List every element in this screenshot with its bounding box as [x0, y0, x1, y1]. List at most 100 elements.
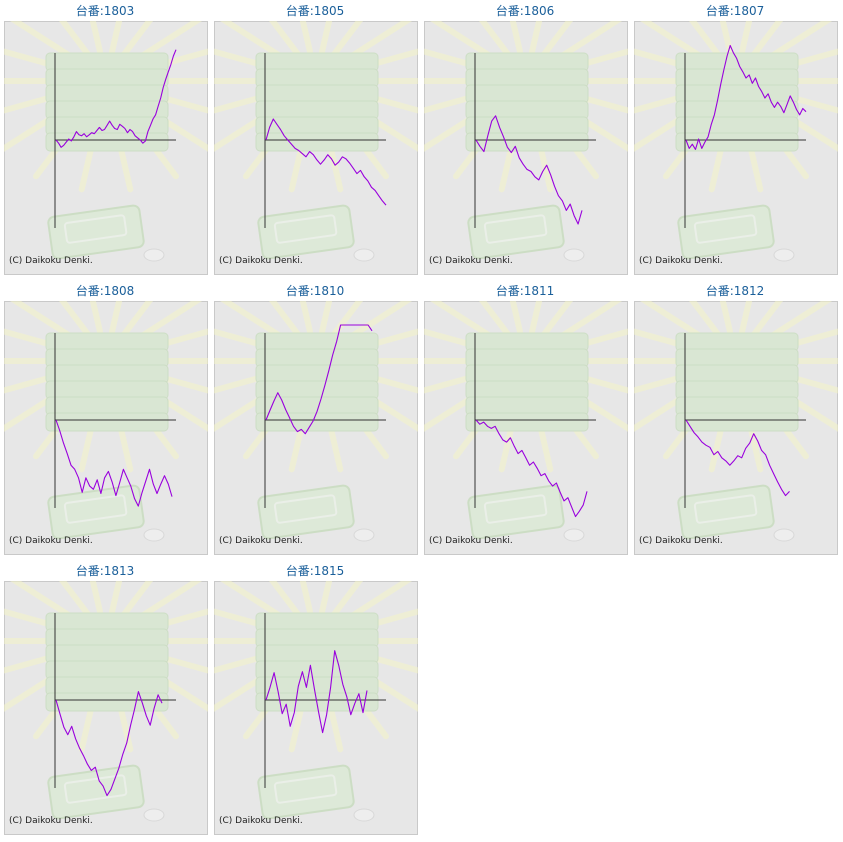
tray	[255, 68, 379, 88]
tray	[465, 396, 589, 416]
tray	[45, 644, 169, 664]
medal-tray	[257, 764, 355, 820]
light-ray	[120, 301, 154, 339]
light-ray	[688, 21, 722, 59]
copyright-text: (C) Daikoku Denki.	[9, 816, 93, 826]
tray	[255, 676, 379, 696]
machine-number-title[interactable]: 台番:1813	[75, 564, 135, 578]
tray	[465, 84, 589, 104]
tray	[255, 132, 379, 152]
tray	[255, 380, 379, 400]
machine-number-title[interactable]: 台番:1807	[705, 4, 765, 18]
light-ray	[739, 21, 753, 55]
light-ray	[89, 301, 103, 335]
background-illustration	[214, 581, 418, 822]
light-ray	[529, 21, 543, 55]
tray	[465, 380, 589, 400]
light-ray	[750, 21, 784, 59]
medal-tray-inner	[483, 214, 548, 244]
medal-tray-inner	[273, 774, 338, 804]
tray	[465, 348, 589, 368]
tray	[45, 660, 169, 680]
machine-graph-card[interactable]: 台番:1811 (C) Daikoku Denki.	[420, 280, 630, 560]
light-ray	[268, 301, 302, 339]
light-ray	[109, 21, 123, 55]
machine-graph-card[interactable]: 台番:1812 (C) Daikoku Denki.	[630, 280, 840, 560]
tray	[45, 68, 169, 88]
medal-tray	[677, 204, 775, 260]
light-ray	[330, 301, 364, 339]
light-ray	[478, 21, 512, 59]
medal-tray	[467, 484, 565, 540]
machine-graph-card[interactable]: 台番:1805 (C) Daikoku Denki.	[210, 0, 420, 280]
machine-graph-card[interactable]: 台番:1807 (C) Daikoku Denki.	[630, 0, 840, 280]
payout-line	[685, 419, 790, 497]
tray	[675, 380, 799, 400]
coin-icon	[143, 528, 165, 542]
machine-graph-card[interactable]: 台番:1813 (C) Daikoku Denki.	[0, 560, 210, 840]
payout-graph	[634, 301, 838, 542]
tray	[45, 612, 169, 632]
light-ray	[529, 301, 543, 335]
machine-graph-card[interactable]: 台番:1803 (C) Daikoku Denki.	[0, 0, 210, 280]
machine-graph-card[interactable]: 台番:1810 (C) Daikoku Denki.	[210, 280, 420, 560]
tray	[255, 628, 379, 648]
light-ray	[319, 21, 333, 55]
machine-number-title[interactable]: 台番:1805	[285, 4, 345, 18]
machine-number-title[interactable]: 台番:1810	[285, 284, 345, 298]
copyright-text: (C) Daikoku Denki.	[9, 536, 93, 546]
tray	[45, 100, 169, 120]
light-ray	[319, 581, 333, 615]
medal-tray	[257, 204, 355, 260]
medal-tray-inner	[63, 214, 128, 244]
tray	[675, 68, 799, 88]
tray	[45, 380, 169, 400]
medal-tray	[47, 484, 145, 540]
payout-graph	[4, 21, 208, 262]
machine-number-title[interactable]: 台番:1806	[495, 4, 555, 18]
tray	[45, 348, 169, 368]
tray	[465, 412, 589, 432]
machine-number-title[interactable]: 台番:1803	[75, 4, 135, 18]
light-ray	[540, 301, 574, 339]
tray	[255, 412, 379, 432]
tray	[255, 52, 379, 72]
payout-graph	[634, 21, 838, 262]
copyright-text: (C) Daikoku Denki.	[9, 256, 93, 266]
tray	[255, 84, 379, 104]
machine-number-title[interactable]: 台番:1808	[75, 284, 135, 298]
tray	[675, 132, 799, 152]
tray	[465, 332, 589, 352]
machine-graph-card[interactable]: 台番:1806 (C) Daikoku Denki.	[420, 0, 630, 280]
tray	[255, 644, 379, 664]
light-ray	[330, 581, 364, 619]
coin-icon	[563, 248, 585, 262]
light-ray	[719, 21, 733, 55]
medal-tray-inner	[273, 494, 338, 524]
background-illustration	[634, 21, 838, 262]
machine-graph-card[interactable]: 台番:1808 (C) Daikoku Denki.	[0, 280, 210, 560]
tray	[465, 68, 589, 88]
background-illustration	[634, 301, 838, 542]
tray	[45, 412, 169, 432]
payout-line	[55, 691, 163, 797]
medal-tray	[257, 484, 355, 540]
machine-number-title[interactable]: 台番:1812	[705, 284, 765, 298]
coin-icon	[353, 808, 375, 822]
tray	[255, 332, 379, 352]
machine-graph-card[interactable]: 台番:1815 (C) Daikoku Denki.	[210, 560, 420, 840]
light-ray	[540, 21, 574, 59]
light-ray	[509, 301, 523, 335]
background-illustration	[424, 301, 628, 542]
medal-tray-inner	[63, 774, 128, 804]
tray	[45, 132, 169, 152]
medal-tray-inner	[693, 214, 758, 244]
medal-tray-inner	[63, 494, 128, 524]
machine-number-title[interactable]: 台番:1811	[495, 284, 555, 298]
payout-graph	[424, 301, 628, 542]
tray	[255, 612, 379, 632]
coin-icon	[353, 528, 375, 542]
machine-number-title[interactable]: 台番:1815	[285, 564, 345, 578]
payout-line	[265, 118, 387, 206]
background-illustration	[4, 301, 208, 542]
